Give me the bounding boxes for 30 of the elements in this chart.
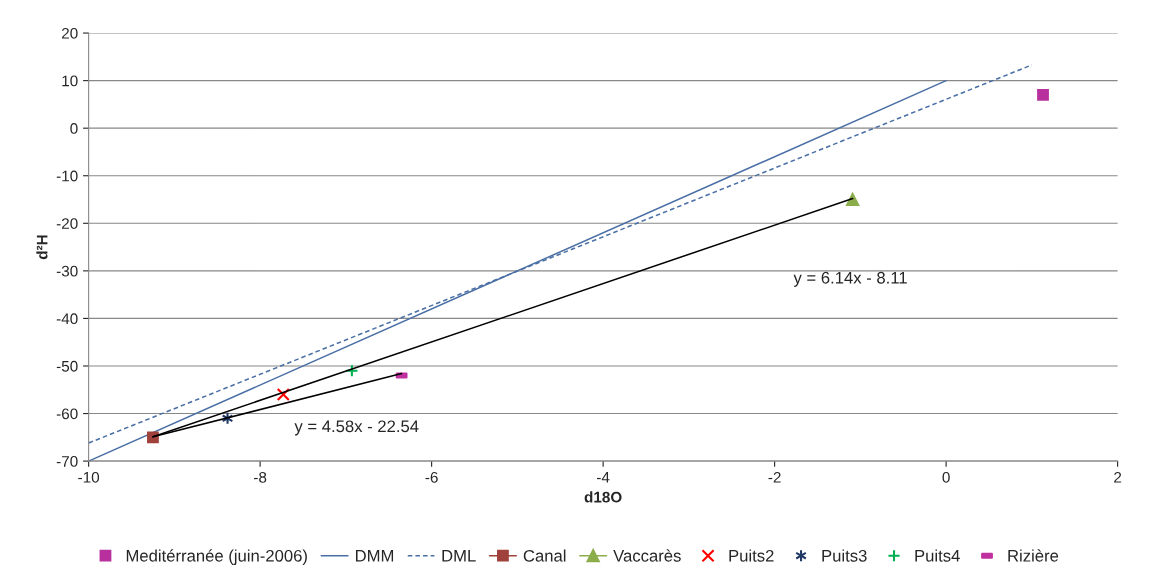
y-tick-label: -20: [56, 218, 78, 229]
y-axis-title: d²H: [36, 235, 48, 260]
y-tick-label: 0: [70, 123, 78, 134]
x-tick-label: -8: [254, 471, 267, 483]
x-tick-label: 2: [1114, 471, 1122, 483]
annotation: y = 4.58x - 22.54: [294, 420, 419, 436]
y-tick-label: -70: [56, 455, 78, 467]
y-tick-label: 10: [62, 75, 78, 87]
annotation: y = 6.14x - 8.11: [793, 271, 907, 287]
x-tick-label: -6: [425, 471, 438, 483]
legend-label: Puits3: [822, 549, 867, 562]
legend-label: Puits4: [915, 549, 960, 562]
y-tick-label: 20: [61, 27, 78, 39]
x-tick-label: -2: [768, 471, 781, 483]
legend-label: Rizière: [1008, 549, 1059, 562]
x-tick-label: -10: [78, 471, 100, 483]
x-axis-title: d18O: [584, 491, 622, 503]
legend-label: Canal: [523, 549, 566, 562]
legend-label: Puits2: [729, 549, 774, 562]
y-tick-label: -10: [56, 170, 78, 182]
legend-label: Vaccarès: [613, 549, 681, 562]
y-tick-label: -50: [56, 360, 78, 372]
y-tick-label: -40: [56, 313, 78, 325]
legend-label: DMM: [355, 550, 394, 562]
x-tick-label: -4: [597, 472, 610, 483]
legend-label: Meditérranée (juin-2006): [126, 549, 307, 565]
x-tick-label: 0: [942, 471, 950, 483]
legend-label: DML: [442, 550, 476, 562]
y-tick-label: -30: [56, 265, 78, 277]
y-tick-label: -60: [56, 408, 78, 420]
